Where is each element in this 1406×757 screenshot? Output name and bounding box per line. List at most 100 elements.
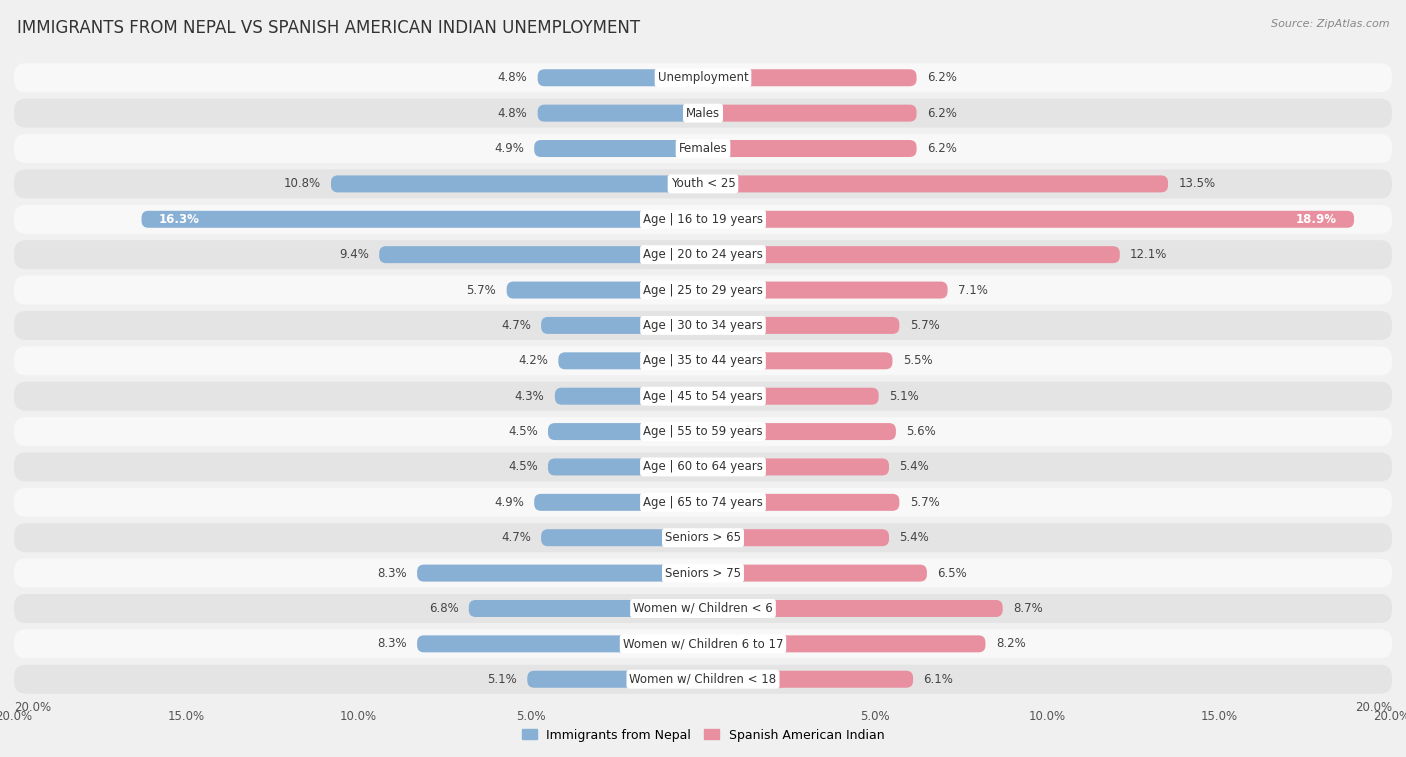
Text: 8.3%: 8.3%: [377, 566, 406, 580]
FancyBboxPatch shape: [534, 140, 703, 157]
Text: Youth < 25: Youth < 25: [671, 177, 735, 191]
FancyBboxPatch shape: [14, 205, 1392, 234]
FancyBboxPatch shape: [703, 176, 1168, 192]
Text: 6.2%: 6.2%: [927, 142, 956, 155]
FancyBboxPatch shape: [330, 176, 703, 192]
Text: 5.7%: 5.7%: [910, 319, 939, 332]
FancyBboxPatch shape: [14, 64, 1392, 92]
FancyBboxPatch shape: [14, 134, 1392, 163]
FancyBboxPatch shape: [703, 388, 879, 405]
FancyBboxPatch shape: [703, 352, 893, 369]
Text: 6.2%: 6.2%: [927, 107, 956, 120]
Text: 4.8%: 4.8%: [498, 71, 527, 84]
FancyBboxPatch shape: [380, 246, 703, 263]
FancyBboxPatch shape: [14, 629, 1392, 659]
FancyBboxPatch shape: [703, 635, 986, 653]
FancyBboxPatch shape: [703, 494, 900, 511]
Text: Age | 25 to 29 years: Age | 25 to 29 years: [643, 284, 763, 297]
Text: 4.5%: 4.5%: [508, 425, 537, 438]
Text: 6.1%: 6.1%: [924, 673, 953, 686]
Text: 8.2%: 8.2%: [995, 637, 1025, 650]
FancyBboxPatch shape: [548, 423, 703, 440]
Text: Age | 30 to 34 years: Age | 30 to 34 years: [643, 319, 763, 332]
FancyBboxPatch shape: [558, 352, 703, 369]
Text: 4.2%: 4.2%: [519, 354, 548, 367]
FancyBboxPatch shape: [703, 140, 917, 157]
FancyBboxPatch shape: [703, 210, 1354, 228]
FancyBboxPatch shape: [541, 317, 703, 334]
Text: Age | 65 to 74 years: Age | 65 to 74 years: [643, 496, 763, 509]
FancyBboxPatch shape: [14, 240, 1392, 269]
FancyBboxPatch shape: [14, 453, 1392, 481]
FancyBboxPatch shape: [14, 488, 1392, 517]
Text: 5.6%: 5.6%: [907, 425, 936, 438]
FancyBboxPatch shape: [527, 671, 703, 688]
Text: Women w/ Children < 6: Women w/ Children < 6: [633, 602, 773, 615]
Text: 4.9%: 4.9%: [494, 142, 524, 155]
Text: Age | 16 to 19 years: Age | 16 to 19 years: [643, 213, 763, 226]
Text: 20.0%: 20.0%: [14, 701, 51, 714]
Text: Age | 20 to 24 years: Age | 20 to 24 years: [643, 248, 763, 261]
FancyBboxPatch shape: [537, 69, 703, 86]
Text: 10.8%: 10.8%: [284, 177, 321, 191]
FancyBboxPatch shape: [541, 529, 703, 547]
Text: Women w/ Children < 18: Women w/ Children < 18: [630, 673, 776, 686]
Text: 8.7%: 8.7%: [1012, 602, 1043, 615]
Text: Males: Males: [686, 107, 720, 120]
Text: 6.8%: 6.8%: [429, 602, 458, 615]
FancyBboxPatch shape: [468, 600, 703, 617]
FancyBboxPatch shape: [703, 565, 927, 581]
Text: 5.7%: 5.7%: [467, 284, 496, 297]
FancyBboxPatch shape: [703, 600, 1002, 617]
FancyBboxPatch shape: [703, 529, 889, 547]
FancyBboxPatch shape: [14, 98, 1392, 128]
FancyBboxPatch shape: [703, 282, 948, 298]
FancyBboxPatch shape: [703, 459, 889, 475]
Text: 5.1%: 5.1%: [889, 390, 918, 403]
Text: 18.9%: 18.9%: [1296, 213, 1337, 226]
Text: Age | 55 to 59 years: Age | 55 to 59 years: [643, 425, 763, 438]
Text: 5.5%: 5.5%: [903, 354, 932, 367]
FancyBboxPatch shape: [703, 69, 917, 86]
FancyBboxPatch shape: [14, 170, 1392, 198]
FancyBboxPatch shape: [14, 276, 1392, 304]
Text: Seniors > 75: Seniors > 75: [665, 566, 741, 580]
Text: 5.7%: 5.7%: [910, 496, 939, 509]
FancyBboxPatch shape: [418, 565, 703, 581]
FancyBboxPatch shape: [142, 210, 703, 228]
Text: IMMIGRANTS FROM NEPAL VS SPANISH AMERICAN INDIAN UNEMPLOYMENT: IMMIGRANTS FROM NEPAL VS SPANISH AMERICA…: [17, 19, 640, 37]
Text: 6.5%: 6.5%: [938, 566, 967, 580]
FancyBboxPatch shape: [14, 382, 1392, 411]
FancyBboxPatch shape: [506, 282, 703, 298]
Text: 7.1%: 7.1%: [957, 284, 988, 297]
Text: 4.3%: 4.3%: [515, 390, 544, 403]
Text: 4.7%: 4.7%: [501, 531, 531, 544]
Text: Seniors > 65: Seniors > 65: [665, 531, 741, 544]
FancyBboxPatch shape: [703, 317, 900, 334]
FancyBboxPatch shape: [703, 246, 1119, 263]
FancyBboxPatch shape: [537, 104, 703, 122]
FancyBboxPatch shape: [703, 423, 896, 440]
FancyBboxPatch shape: [534, 494, 703, 511]
Legend: Immigrants from Nepal, Spanish American Indian: Immigrants from Nepal, Spanish American …: [516, 724, 890, 746]
Text: 4.7%: 4.7%: [501, 319, 531, 332]
FancyBboxPatch shape: [14, 594, 1392, 623]
FancyBboxPatch shape: [14, 311, 1392, 340]
FancyBboxPatch shape: [14, 346, 1392, 375]
FancyBboxPatch shape: [548, 459, 703, 475]
FancyBboxPatch shape: [14, 665, 1392, 693]
Text: Age | 60 to 64 years: Age | 60 to 64 years: [643, 460, 763, 473]
Text: 4.8%: 4.8%: [498, 107, 527, 120]
FancyBboxPatch shape: [418, 635, 703, 653]
Text: 20.0%: 20.0%: [1355, 701, 1392, 714]
Text: Women w/ Children 6 to 17: Women w/ Children 6 to 17: [623, 637, 783, 650]
FancyBboxPatch shape: [14, 523, 1392, 552]
Text: 5.1%: 5.1%: [488, 673, 517, 686]
Text: 12.1%: 12.1%: [1130, 248, 1167, 261]
FancyBboxPatch shape: [703, 671, 912, 688]
Text: Females: Females: [679, 142, 727, 155]
Text: 5.4%: 5.4%: [900, 460, 929, 473]
Text: Unemployment: Unemployment: [658, 71, 748, 84]
Text: Age | 35 to 44 years: Age | 35 to 44 years: [643, 354, 763, 367]
Text: 8.3%: 8.3%: [377, 637, 406, 650]
